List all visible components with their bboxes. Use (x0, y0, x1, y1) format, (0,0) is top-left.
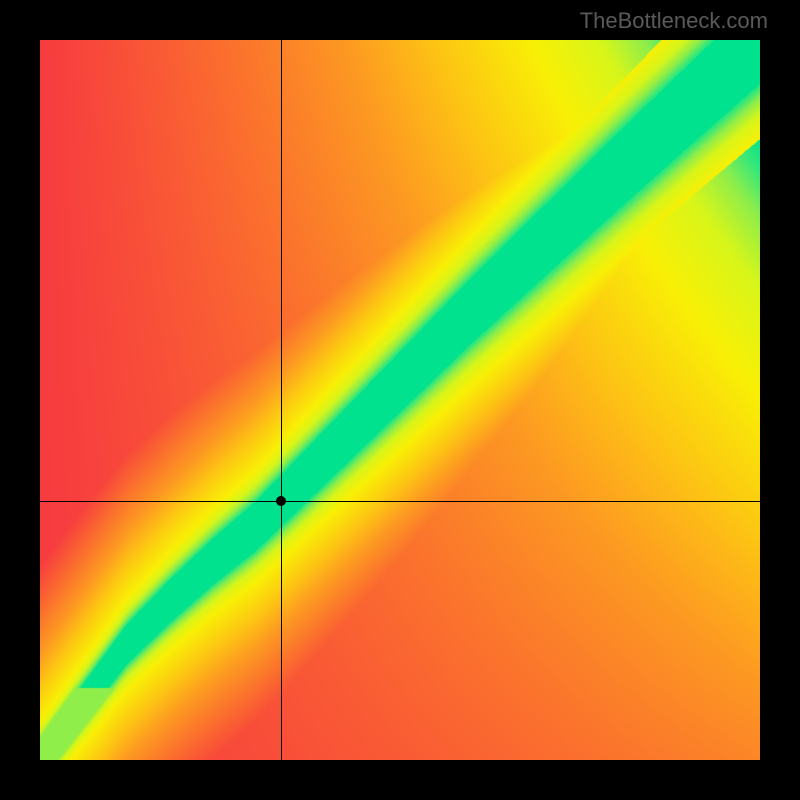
crosshair-vertical (281, 40, 282, 760)
crosshair-marker (276, 496, 286, 506)
heatmap-plot (40, 40, 760, 760)
crosshair-horizontal (40, 501, 760, 502)
heatmap-canvas (40, 40, 760, 760)
watermark-text: TheBottleneck.com (580, 8, 768, 34)
